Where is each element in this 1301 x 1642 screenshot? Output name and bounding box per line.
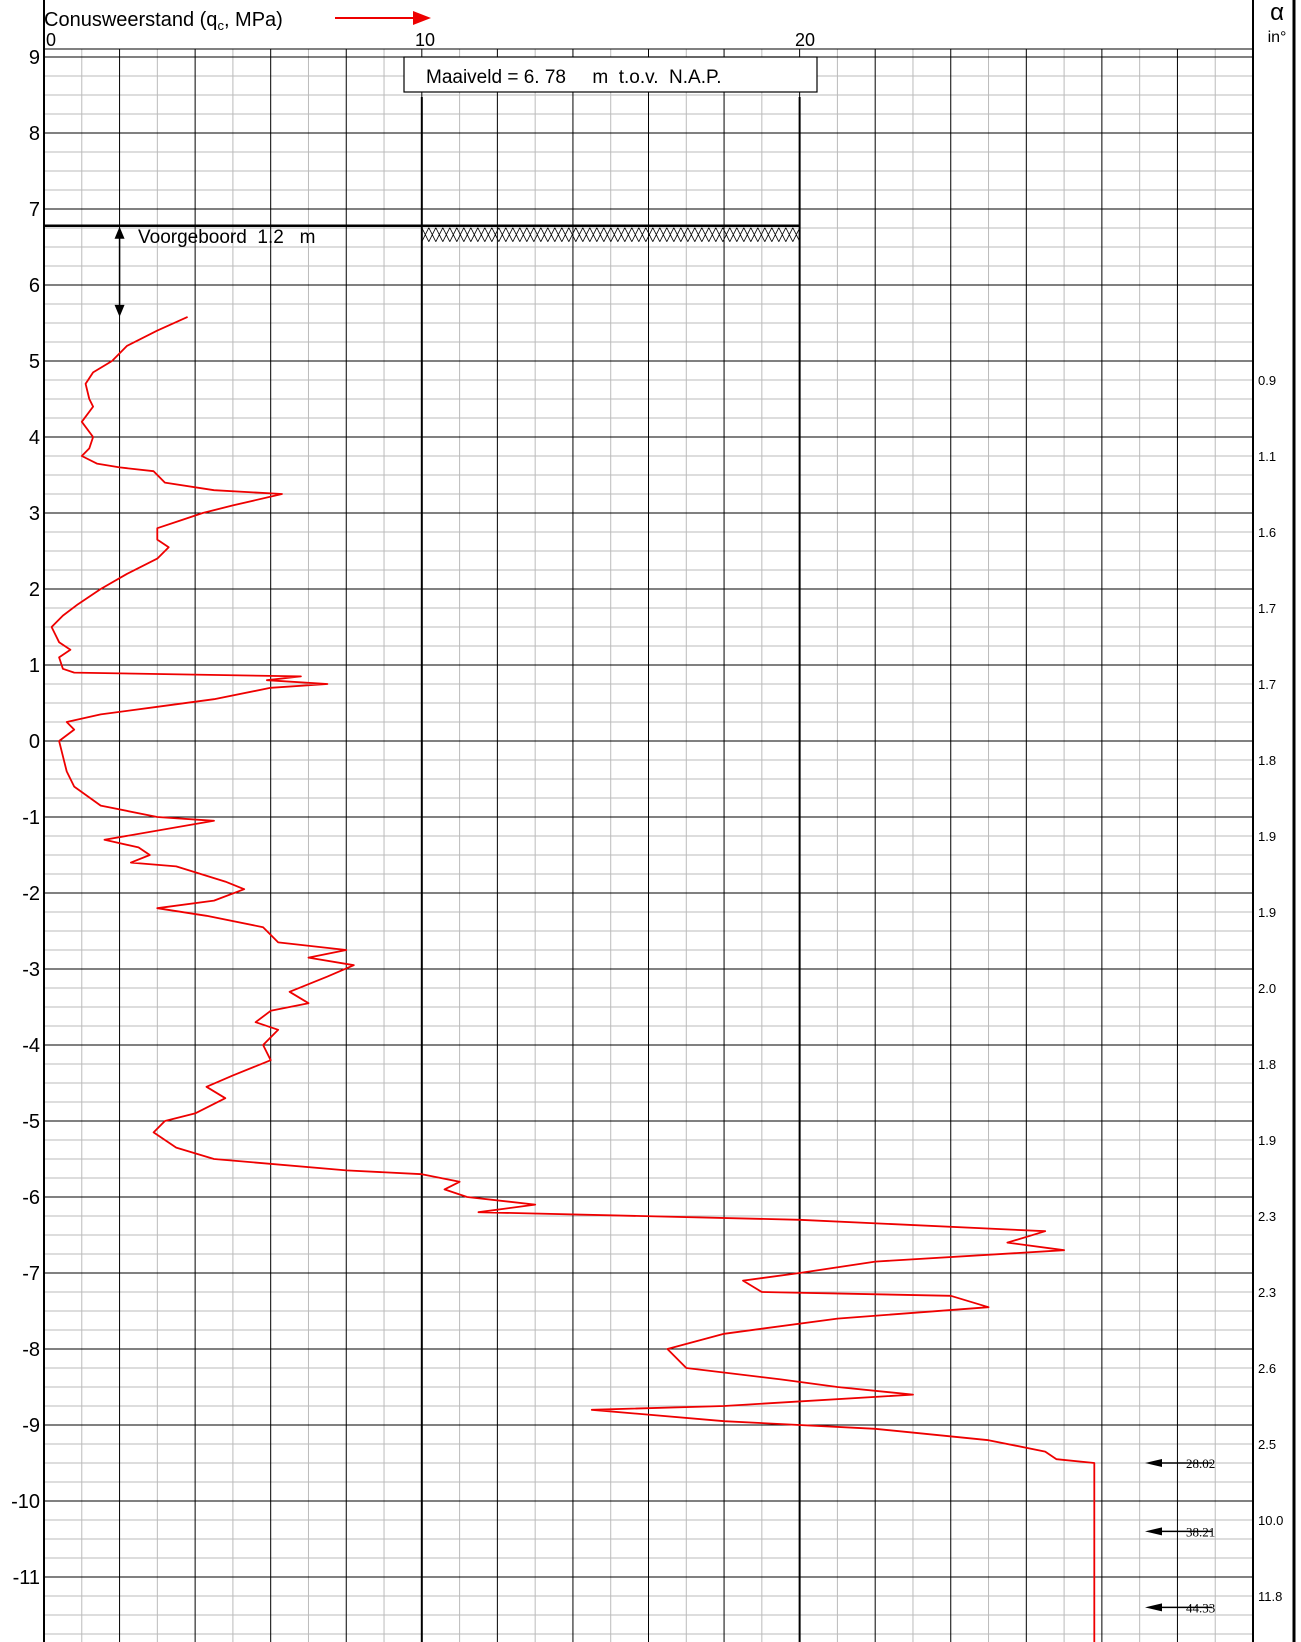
y-tick-label: -8: [22, 1339, 40, 1361]
inclination-value: 1.9: [1258, 1133, 1276, 1148]
off-scale-value: 28.02: [1186, 1456, 1215, 1471]
x-tick-0: 0: [46, 30, 56, 50]
inclination-value: 2.6: [1258, 1361, 1276, 1376]
x-tick-10: 10: [415, 30, 435, 50]
predrill-arrow-up: [114, 226, 125, 239]
inclination-value: 2.3: [1258, 1209, 1276, 1224]
y-tick-label: 0: [29, 731, 40, 753]
ground-hatch: [421, 227, 801, 242]
y-tick-label: -3: [22, 959, 40, 981]
y-tick-label: -1: [22, 807, 40, 829]
inclination-value: 1.7: [1258, 677, 1276, 692]
maaiveld-label: Maaiveld = 6. 78 m t.o.v. N.A.P.: [426, 67, 722, 88]
alpha-symbol: α: [1270, 0, 1284, 26]
off-scale-value: 44.33: [1186, 1600, 1215, 1615]
inclination-value: 1.7: [1258, 601, 1276, 616]
inclination-value: 1.9: [1258, 905, 1276, 920]
y-tick-label: 1: [29, 655, 40, 677]
off-scale-value: 38.21: [1186, 1524, 1215, 1539]
y-tick-label: -7: [22, 1263, 40, 1285]
alpha-unit: in°: [1268, 29, 1287, 46]
off-scale-arrow-head: [1145, 1459, 1162, 1467]
inclination-value: 2.0: [1258, 981, 1276, 996]
y-tick-label: -6: [22, 1187, 40, 1209]
inclination-value: 2.5: [1258, 1437, 1276, 1452]
plot-frame: [43, 0, 1296, 1642]
title-arrow-head: [413, 11, 431, 25]
voorgeboord-label: Voorgeboord 1.2 m: [138, 227, 315, 248]
major-grid: [43, 49, 1254, 1642]
y-tick-label: 6: [29, 275, 40, 297]
inclination-value: 1.8: [1258, 1057, 1276, 1072]
y-tick-label: -10: [11, 1491, 40, 1513]
inclination-value: 1.1: [1258, 449, 1276, 464]
y-tick-label: 8: [29, 123, 40, 145]
cone-resistance-line: [50, 316, 1096, 1642]
y-tick-label: 5: [29, 351, 40, 373]
inclination-value: 1.8: [1258, 753, 1276, 768]
inclination-column: 0.9 1.1 1.6 1.7 1.7 1.8 1.9 1.9 2.0 1.8 1.9 2.3 2.3 2…: [1258, 373, 1283, 1604]
y-tick-label: 7: [29, 199, 40, 221]
y-tick-label: 4: [29, 427, 40, 449]
x-tick-20: 20: [795, 30, 815, 50]
predrill-marker: Voorgeboord 1.2 m: [114, 226, 315, 317]
chart-title: Conusweerstand (qc, MPa): [44, 9, 283, 33]
inclination-value: 1.9: [1258, 829, 1276, 844]
y-tick-label: -2: [22, 883, 40, 905]
cone-resistance-series: [50, 316, 1096, 1642]
ground-level: [44, 224, 801, 242]
y-tick-label: 2: [29, 579, 40, 601]
y-tick-label: -5: [22, 1111, 40, 1133]
inclination-value: 2.3: [1258, 1285, 1276, 1300]
y-tick-label: -9: [22, 1415, 40, 1437]
off-scale-arrow-head: [1145, 1527, 1162, 1536]
y-tick-label: 3: [29, 503, 40, 525]
predrill-arrow-down: [114, 304, 125, 317]
inclination-value: 1.6: [1258, 525, 1276, 540]
y-tick-label: -4: [22, 1035, 40, 1057]
maaiveld-box: [403, 56, 818, 93]
inclination-value: 0.9: [1258, 373, 1276, 388]
y-tick-label: 9: [29, 47, 40, 69]
inclination-value: 10.0: [1258, 1513, 1283, 1528]
y-tick-label: -11: [13, 1567, 40, 1589]
off-scale-arrow-head: [1145, 1603, 1162, 1612]
inclination-value: 11.8: [1258, 1589, 1282, 1604]
